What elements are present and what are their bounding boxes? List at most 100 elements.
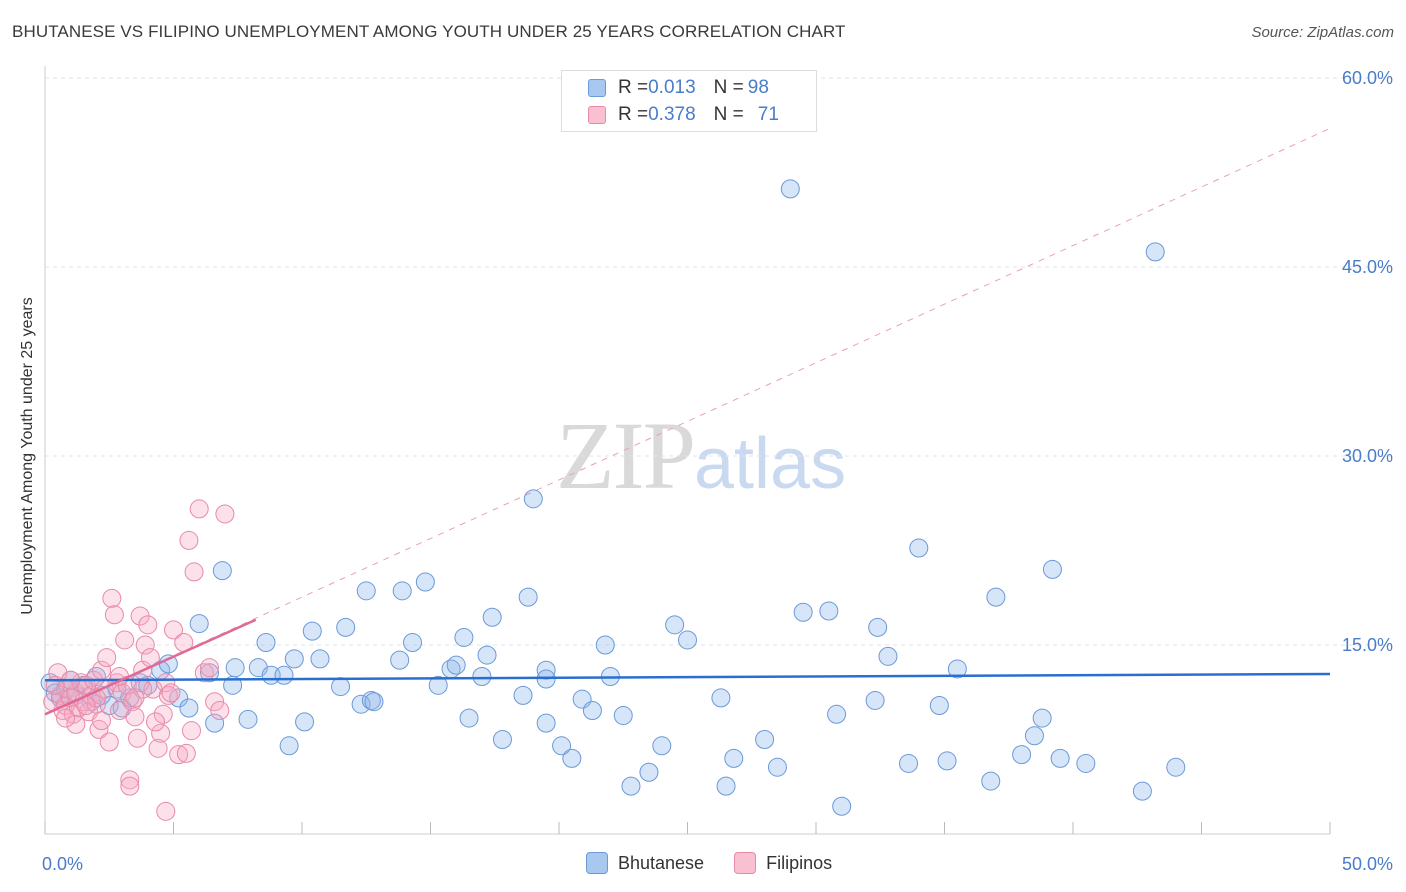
filipinos-point [99,732,119,752]
bhutanese-point [356,581,376,601]
bhutanese-point [331,677,351,697]
bhutanese-point [392,581,412,601]
bhutanese-point [1050,748,1070,768]
bhutanese-point [295,712,315,732]
legend-item-bhutanese: Bhutanese [586,852,704,874]
bhutanese-point [716,776,736,796]
bhutanese-point [613,706,633,726]
bhutanese-point [205,713,225,733]
bhutanese-point [158,654,178,674]
bhutanese-point [238,709,258,729]
filipinos-point [102,588,122,608]
bhutanese-point [986,587,1006,607]
filipinos-point [56,708,76,728]
bhutanese-point [536,713,556,733]
legend-label-filipinos: Filipinos [766,852,833,873]
filipinos-point [176,743,196,763]
filipinos-point [66,714,86,734]
filipinos-point [148,738,168,758]
bhutanese-point [199,663,219,683]
bhutanese-point [878,646,898,666]
legend-row-bhutanese: R = 0.013 N = 98 [588,77,769,99]
bhutanese-point [336,617,356,637]
legend-row-filipinos: R = 0.378 N = 71 [588,104,779,126]
bhutanese-point [310,649,330,669]
legend-r-value: 0.013 [648,77,696,98]
filipinos-point [135,635,155,655]
filipinos-point [125,707,145,727]
filipinos-point [156,673,176,693]
bhutanese-point [582,701,602,721]
filipinos-point [184,562,204,582]
bhutanese-point [868,617,888,637]
bhutanese-point [947,659,967,679]
bhutanese-point [513,685,533,705]
bhutanese-point [652,736,672,756]
bhutanese-point [284,649,304,669]
y-tick-label: 60.0% [1342,68,1393,88]
legend-item-filipinos: Filipinos [734,852,832,874]
legend-n-value: 98 [747,77,769,98]
bhutanese-point [472,667,492,686]
x-tick-label: 0.0% [42,854,83,874]
bhutanese-point [179,698,199,718]
filipinos-trend-line [44,618,257,716]
filipinos-point [122,692,142,712]
legend-swatch-bhutanese [588,79,606,97]
watermark-atlas: atlas [694,424,847,504]
bhutanese-point [937,751,957,771]
bhutanese-point [279,736,299,756]
filipinos-point [210,701,230,721]
filipinos-point [169,745,189,765]
bhutanese-point [1076,753,1096,773]
bhutanese-point [482,607,502,627]
filipinos-point [181,721,201,741]
filipinos-point [115,630,135,650]
filipinos-trend-extension [44,127,1331,715]
legend-swatch-bhutanese [586,852,608,874]
bhutanese-point [1132,781,1152,801]
filipinos-point [205,692,225,712]
watermark: ZIPatlas [556,400,846,511]
bhutanese-point [1012,745,1032,765]
legend-swatch-filipinos [734,852,757,874]
filipinos-point [164,620,183,640]
bhutanese-point [1166,757,1186,777]
legend-label-bhutanese: Bhutanese [618,852,705,873]
bhutanese-point [711,688,731,708]
filipinos-point [199,658,219,678]
bhutanese-point [899,753,919,773]
bhutanese-point [639,762,659,782]
bhutanese-point [595,635,615,655]
bhutanese-point [1042,559,1062,579]
bhutanese-point [446,655,466,675]
x-tick-label: 50.0% [1342,854,1393,874]
bhutanese-point [780,179,800,199]
bhutanese-point [827,704,847,724]
filipinos-point [151,723,171,743]
legend-n-value: 71 [757,104,779,125]
filipinos-point [158,685,178,705]
bhutanese-point [364,692,384,712]
bhutanese-point [678,630,697,650]
bhutanese-point [274,665,294,685]
bhutanese-point [552,736,572,756]
filipinos-point [125,688,145,708]
bhutanese-point [477,645,497,665]
source-label: Source: ZipAtlas.com [1251,24,1394,41]
bhutanese-point [767,757,787,777]
bhutanese-point [1145,242,1165,262]
filipinos-point [215,504,235,524]
filipinos-point [179,530,199,550]
bhutanese-point [459,708,479,728]
bhutanese-point [909,538,929,558]
bhutanese-point [189,614,209,634]
bhutanese-point [929,695,949,715]
filipinos-point [120,770,140,790]
bhutanese-point [225,658,245,678]
filipinos-point [189,499,209,519]
legend-n-label: N = [713,77,744,98]
bhutanese-point [302,621,322,641]
filipinos-point [194,663,214,683]
